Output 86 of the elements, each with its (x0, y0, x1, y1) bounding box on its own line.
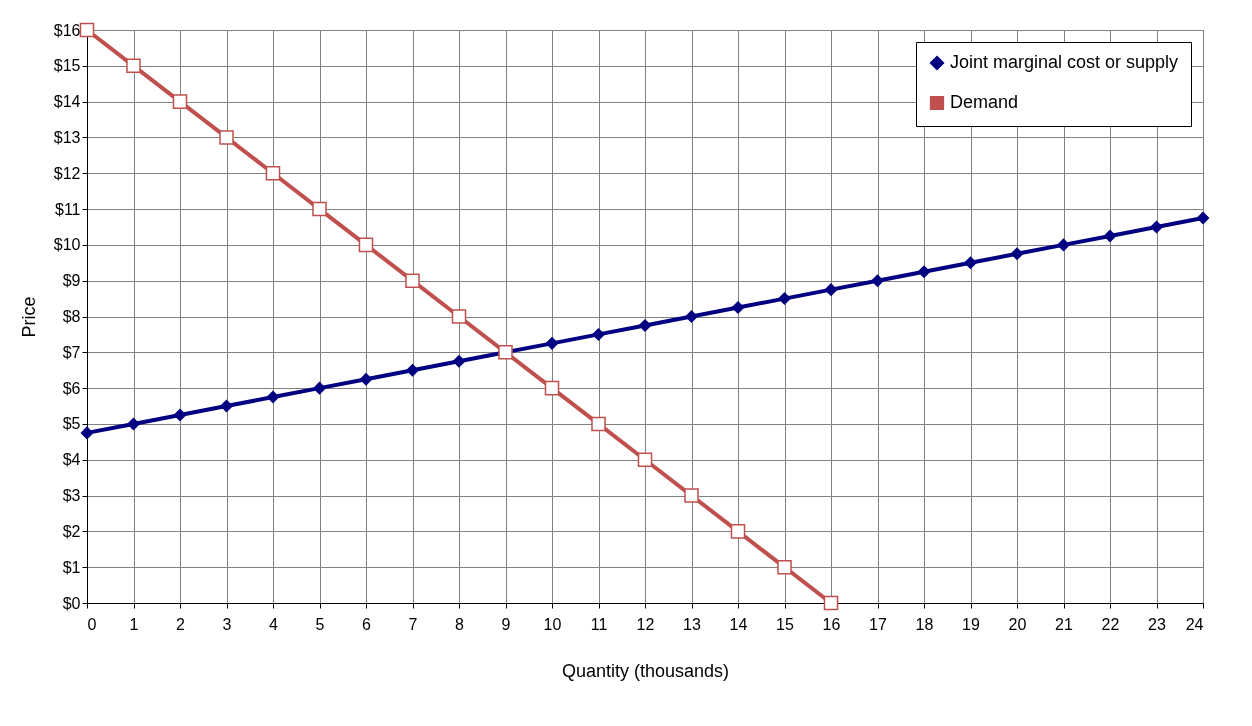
point (219, 130, 234, 145)
x-tick-label: 2 (176, 615, 186, 633)
point (358, 237, 374, 253)
y-tick-label: $16 (53, 21, 81, 39)
y-tick-label: $15 (53, 57, 81, 75)
point (824, 283, 838, 297)
y-tick-label: $14 (53, 93, 81, 111)
point (591, 327, 606, 341)
point (730, 524, 746, 539)
x-tick-label: 12 (636, 615, 655, 633)
y-tick-label: $8 (62, 308, 81, 325)
x-tick-label: 15 (776, 615, 794, 633)
x-tick-label: 4 (269, 615, 279, 633)
point (173, 408, 187, 422)
y-tick-label: $9 (62, 272, 81, 290)
y-tick-label: $13 (53, 128, 81, 146)
legend-label: Demand (950, 92, 1019, 112)
point (917, 265, 931, 279)
point (405, 273, 420, 288)
x-tick-label: 14 (729, 615, 748, 633)
point (823, 595, 839, 611)
x-tick-label: 7 (408, 615, 418, 633)
point (451, 309, 467, 324)
x-tick-label: 23 (1148, 615, 1166, 633)
point (405, 363, 420, 377)
y-tick-label: $3 (62, 487, 81, 505)
x-tick-label: 21 (1055, 615, 1073, 633)
x-tick-label: 13 (683, 615, 701, 633)
point (266, 390, 280, 404)
point (777, 559, 792, 575)
x-tick-label: 6 (362, 615, 372, 633)
point (777, 292, 792, 306)
point (219, 399, 234, 413)
point (265, 165, 281, 181)
point (80, 426, 94, 440)
y-tick-label: $12 (53, 164, 81, 182)
y-tick-label: $10 (53, 236, 81, 254)
x-tick-label: 20 (1008, 615, 1027, 633)
x-tick-label: 1 (129, 615, 139, 633)
x-tick-label: 17 (869, 615, 887, 633)
y-tick-label: $4 (62, 451, 81, 469)
y-tick-label: $0 (62, 594, 81, 612)
x-tick-label: 9 (501, 615, 511, 633)
point (1149, 220, 1164, 234)
point (591, 416, 606, 432)
point (452, 354, 466, 368)
y-tick-label: $1 (62, 558, 81, 576)
point (126, 417, 141, 431)
point (684, 309, 699, 324)
x-tick-label: 8 (455, 615, 465, 633)
point (1103, 229, 1117, 243)
point (312, 201, 327, 217)
x-tick-label: 3 (222, 615, 232, 633)
x-tick-label: 5 (315, 615, 325, 633)
x-tick-label: 19 (962, 615, 980, 633)
x-tick-label: 0 (87, 615, 97, 633)
point (963, 256, 978, 270)
point (545, 336, 559, 350)
x-tick-label: 16 (822, 615, 841, 633)
legend-label: Joint marginal cost or supply (950, 52, 1179, 72)
y-tick-label: $7 (62, 343, 81, 361)
point (638, 318, 652, 332)
y-tick-label: $5 (62, 415, 81, 433)
x-tick-label: 11 (590, 615, 608, 633)
x-tick-label: 22 (1101, 615, 1120, 633)
x-tick-label: 24 (1185, 615, 1204, 633)
point (870, 274, 885, 288)
y-tick-label: $11 (54, 200, 81, 218)
point (312, 381, 327, 395)
point (731, 301, 745, 315)
point (172, 94, 188, 109)
point (359, 372, 373, 386)
point (544, 380, 560, 396)
y-tick-label: $2 (62, 522, 81, 540)
point (126, 58, 141, 74)
point (1196, 211, 1210, 225)
point (684, 488, 699, 503)
point (1056, 238, 1071, 252)
x-tick-label: 10 (543, 615, 562, 633)
point (79, 22, 95, 38)
x-tick-label: 18 (915, 615, 934, 633)
y-axis-title: Price (18, 296, 39, 338)
x-axis-title: Quantity (thousands) (561, 660, 730, 681)
point (1010, 247, 1024, 261)
y-tick-label: $6 (62, 379, 81, 397)
point (637, 452, 653, 468)
